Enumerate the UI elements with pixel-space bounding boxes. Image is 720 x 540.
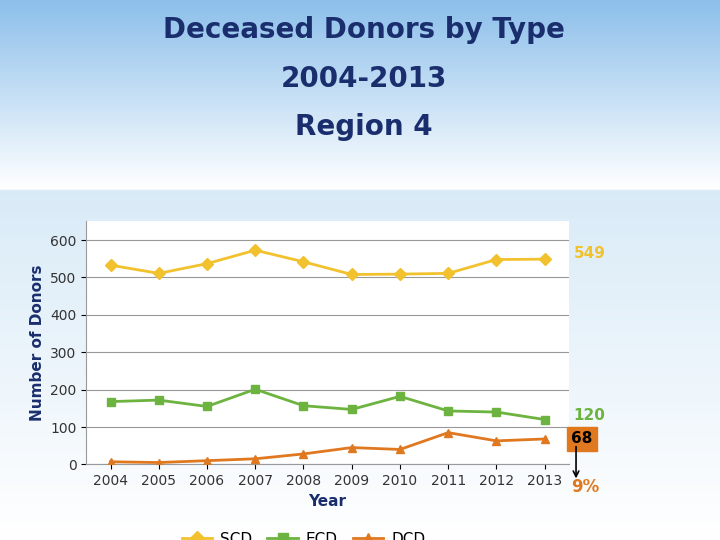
Text: 2004-2013: 2004-2013 [280, 65, 447, 93]
Text: 549: 549 [574, 246, 606, 261]
Text: 68: 68 [571, 431, 593, 447]
Text: 9%: 9% [571, 478, 600, 496]
X-axis label: Year: Year [309, 494, 346, 509]
Legend: SCD, ECD, DCD: SCD, ECD, DCD [176, 525, 431, 540]
Text: Region 4: Region 4 [294, 113, 433, 141]
Y-axis label: Number of Donors: Number of Donors [30, 265, 45, 421]
Text: 120: 120 [574, 408, 606, 423]
Text: Deceased Donors by Type: Deceased Donors by Type [163, 16, 564, 44]
